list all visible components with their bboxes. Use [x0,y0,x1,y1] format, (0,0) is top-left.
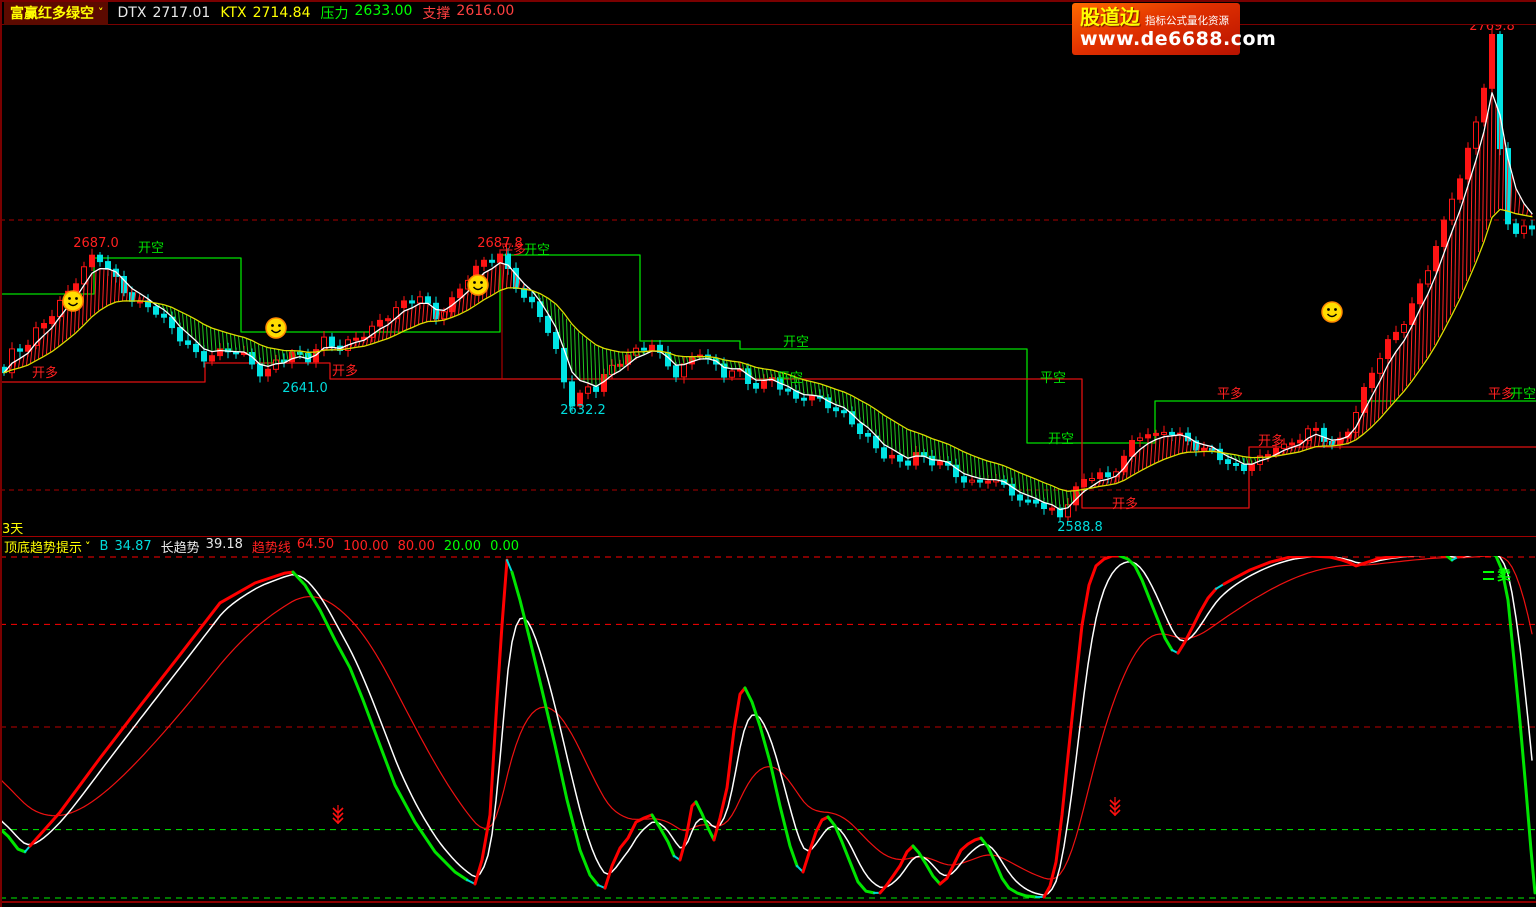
bottom-arrow-marker [332,805,344,825]
signal-label: 开空 [783,335,809,350]
price-label: 2687.8 [477,236,523,251]
main-indicator-header: 富赢红多绿空 ˅ DTX 2717.01 KTX 2714.84 压力 2633.00… [0,1,1536,25]
dtx-readout: DTX 2717.01 [117,5,211,21]
panel-divider-line [0,536,1536,537]
smiley-icon [1321,301,1343,323]
oscillator-panel[interactable]: 卖 [0,556,1536,907]
header-separator-line [0,24,1536,25]
period-label: 3天 [2,522,24,537]
signal-label: 开空 [524,243,550,258]
trend-line-readout: 趋势线 64.50 [251,537,335,556]
logo-url: www.de6688.com [1080,28,1277,50]
price-label: 2641.0 [282,381,328,396]
b-value-readout: B 34.87 [99,539,152,554]
main-candlestick-chart[interactable]: 2687.0 2687.82641.02632.22588.82769.8开空开多… [0,24,1536,536]
sub-indicator-selector[interactable]: 顶底趋势提示 ˅ [4,537,91,556]
sell-marker: 卖 [1483,567,1511,584]
signal-label: 开多 [332,363,358,379]
sub-indicator-header: 顶底趋势提示 ˅ B 34.87 长趋势 39.18 趋势线 64.50 100.00… [0,537,1536,556]
long-trend-readout: 长趋势 39.18 [160,537,243,556]
signal-label: 开多 [1258,433,1284,449]
signal-label: 平多 [500,242,526,258]
chevron-down-icon: ˅ [98,6,104,19]
ema-band-hatch [6,92,1533,510]
signal-label: 开空 [1510,387,1536,402]
main-indicator-name: 富赢红多绿空 [10,5,94,22]
level-80-label: 80.00 [397,539,435,554]
price-label: 2588.8 [1057,520,1103,535]
candles [1,27,1535,522]
pressure-readout: 压力 2633.00 [320,3,413,22]
window-border-left [0,0,2,907]
signal-label: 开多 [32,365,58,381]
price-label: 2632.2 [560,403,606,418]
sub-indicator-name: 顶底趋势提示 [4,541,83,556]
price-label: 2769.8 [1469,24,1515,34]
site-logo-banner[interactable]: 股道边 指标公式量化资源 www.de6688.com [1072,3,1277,55]
smiley-icon [467,274,489,296]
level-20-label: 20.00 [443,539,482,554]
window-border-top [0,0,1536,2]
signal-label: 平多 [1217,386,1243,402]
level-100-label: 100.00 [343,539,389,554]
bottom-arrow-marker [1109,797,1121,817]
logo-brand: 股道边 [1080,5,1140,29]
support-readout: 支撑 2616.00 [422,3,515,22]
smiley-icon [62,290,84,312]
signal-label: 平多 [1488,386,1514,402]
logo-tagline: 指标公式量化资源 [1145,15,1229,27]
signal-label: 开空 [138,241,164,256]
ktx-readout: KTX 2714.84 [220,5,311,21]
signal-label: 开空 [1048,432,1074,447]
smiley-icon [265,317,287,339]
main-indicator-selector[interactable]: 富赢红多绿空 ˅ [4,1,108,25]
signal-label: 开多 [1112,496,1138,512]
chevron-down-icon: ˅ [85,540,91,553]
signal-label: 平空 [1040,371,1066,386]
svg-text:卖: 卖 [1497,567,1511,584]
price-label: 2687.0 [73,236,119,251]
signal-label: 平空 [777,371,803,386]
level-0-label: 0.00 [490,539,520,554]
